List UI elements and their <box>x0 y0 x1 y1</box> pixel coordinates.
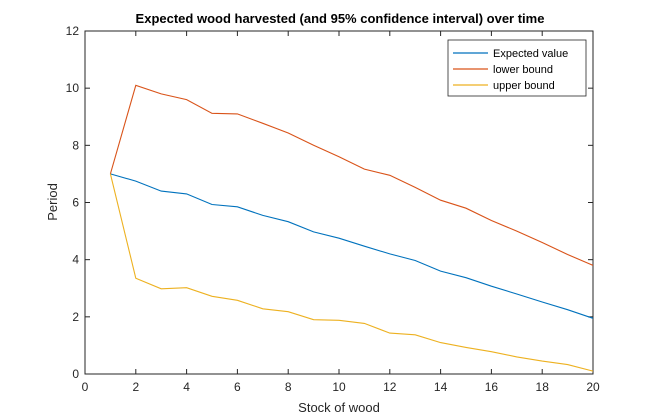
legend-label: lower bound <box>493 64 553 76</box>
series-line-expected-value <box>110 173 594 319</box>
series-layer <box>109 84 594 372</box>
legend: Expected value lower bound upper bound <box>447 39 587 97</box>
x-tick-label: 0 <box>82 380 89 394</box>
y-axis-title: Period <box>45 183 60 221</box>
y-tick-label: 0 <box>72 367 79 381</box>
x-tick-label: 18 <box>536 380 550 394</box>
x-tick-label: 10 <box>332 380 346 394</box>
series-line-upper-bound <box>109 173 594 372</box>
legend-label: upper bound <box>493 80 555 92</box>
x-tick-label: 4 <box>183 380 190 394</box>
chart-title: Expected wood harvested (and 95% confide… <box>136 11 545 26</box>
x-tick-label: 12 <box>383 380 397 394</box>
x-tick-label: 16 <box>485 380 499 394</box>
y-tick-label: 2 <box>72 310 79 324</box>
legend-box <box>447 39 587 97</box>
x-tick-label: 20 <box>586 380 600 394</box>
x-tick-label: 2 <box>132 380 139 394</box>
y-tick-label: 6 <box>72 196 79 210</box>
y-tick-label: 10 <box>66 81 80 95</box>
x-axis-title: Stock of wood <box>298 400 380 415</box>
x-tick-label: 6 <box>234 380 241 394</box>
y-tick-label: 8 <box>72 138 79 152</box>
axis-ticks: 0 2 4 6 8 10 12 14 16 18 20 0 2 4 6 8 10 12 <box>66 24 600 394</box>
x-tick-label: 14 <box>434 380 448 394</box>
series-line-lower-bound <box>109 84 594 266</box>
y-tick-label: 12 <box>66 24 80 38</box>
legend-label: Expected value <box>493 48 568 60</box>
y-tick-label: 4 <box>72 253 79 267</box>
x-tick-label: 8 <box>285 380 292 394</box>
